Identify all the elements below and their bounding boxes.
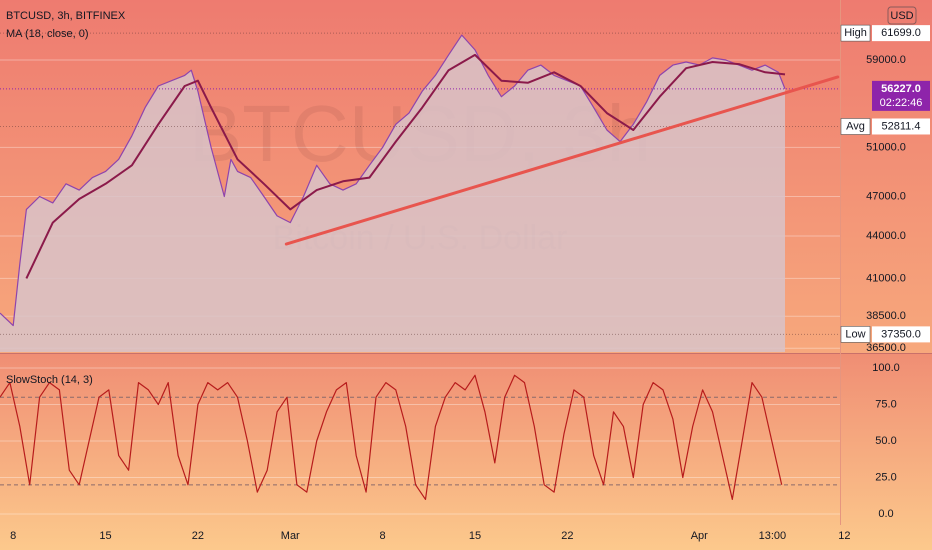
last-price-box xyxy=(872,80,930,111)
level-name: High xyxy=(844,27,867,39)
series-line xyxy=(0,34,786,327)
level-value: 37350.0 xyxy=(881,328,921,340)
y-tick-label: 36500.0 xyxy=(866,342,906,354)
y-tick-label: 47000.0 xyxy=(866,190,906,202)
currency-label[interactable]: USD xyxy=(890,10,913,22)
y-tick-label: 59000.0 xyxy=(866,54,906,66)
level-value-box xyxy=(872,25,930,42)
x-tick-label: 22 xyxy=(192,530,204,542)
x-tick-label: Mar xyxy=(281,530,300,542)
ma-line xyxy=(25,53,786,279)
x-tick-label: 8 xyxy=(380,530,386,542)
price-area xyxy=(0,35,785,352)
x-tick-label: 13:00 xyxy=(759,530,787,542)
level-value-box xyxy=(872,118,930,135)
level-value: 52811.4 xyxy=(882,120,921,132)
y-tick-label: 44000.0 xyxy=(866,230,906,242)
x-tick-label: 15 xyxy=(469,530,481,542)
y-tick-label: 100.0 xyxy=(872,362,900,374)
x-tick-label: 12 xyxy=(838,530,850,542)
stoch-pane xyxy=(0,354,932,550)
x-tick-label: 22 xyxy=(561,530,573,542)
x-tick-label: 15 xyxy=(99,530,111,542)
y-tick-label: 38500.0 xyxy=(866,310,906,322)
series-line xyxy=(0,374,783,500)
countdown: 02:22:46 xyxy=(880,97,923,109)
x-tick-label: 8 xyxy=(10,530,16,542)
level-name: Avg xyxy=(846,120,865,132)
stoch-title: SlowStoch (14, 3) xyxy=(6,374,93,386)
last-price: 56227.0 xyxy=(881,83,921,95)
y-tick-label: 75.0 xyxy=(875,398,896,410)
level-name-box xyxy=(840,326,871,343)
chart-title: BTCUSD, 3h, BITFINEX xyxy=(6,10,126,22)
y-tick-label: 25.0 xyxy=(875,471,896,483)
y-tick-label: 0.0 xyxy=(878,508,893,520)
level-name-box xyxy=(840,24,871,42)
y-tick-label: 41000.0 xyxy=(866,272,906,284)
currency-button[interactable] xyxy=(887,6,917,25)
level-name-box xyxy=(840,118,871,135)
trend-line xyxy=(284,75,840,246)
level-name: Low xyxy=(845,328,865,340)
x-tick-label: Apr xyxy=(691,530,708,542)
y-tick-label: 51000.0 xyxy=(866,141,906,153)
y-tick-label: 50.0 xyxy=(875,435,896,447)
level-value-box xyxy=(872,326,930,343)
level-value: 61699.0 xyxy=(881,27,921,39)
ma-legend: MA (18, close, 0) xyxy=(6,28,89,40)
